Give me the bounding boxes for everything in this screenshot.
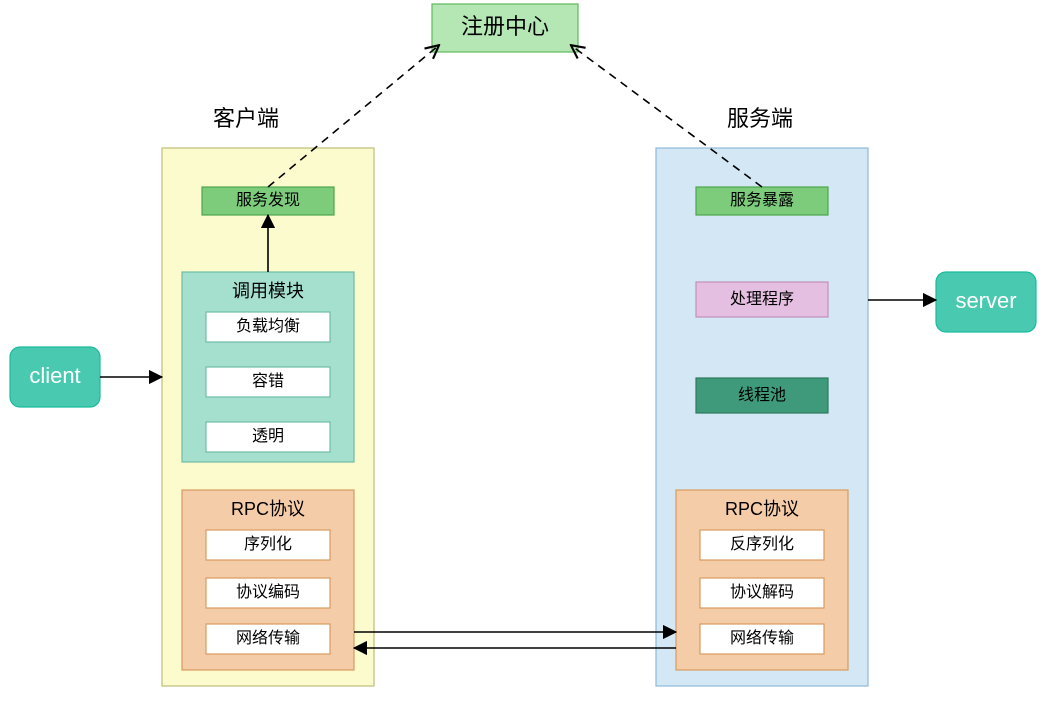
service-expose-label: 服务暴露 xyxy=(730,191,794,209)
server-node: server xyxy=(936,272,1036,332)
invoke-module-label: 调用模块 xyxy=(232,281,304,301)
rpc-right-label: RPC协议 xyxy=(725,499,799,519)
rpc-left-item-1: 协议编码 xyxy=(236,583,300,601)
rpc-right-item-1: 协议解码 xyxy=(730,583,794,601)
registry-node: 注册中心 xyxy=(432,4,578,52)
server-title: 服务端 xyxy=(727,106,793,131)
rpc-left: RPC协议 序列化 协议编码 网络传输 xyxy=(182,490,354,670)
rpc-right-item-2: 网络传输 xyxy=(730,628,794,647)
rpc-right-item-0: 反序列化 xyxy=(730,535,794,553)
invoke-item-1: 容错 xyxy=(252,372,284,390)
invoke-item-0: 负载均衡 xyxy=(236,317,300,335)
rpc-left-item-2: 网络传输 xyxy=(236,628,300,647)
server-panel: 服务暴露 处理程序 线程池 RPC协议 反序列化 协议解码 网络传输 xyxy=(656,148,868,686)
registry-label: 注册中心 xyxy=(461,14,549,39)
client-title: 客户端 xyxy=(213,106,279,131)
server-label: server xyxy=(955,288,1016,313)
service-discovery-label: 服务发现 xyxy=(236,191,300,209)
invoke-item-2: 透明 xyxy=(252,427,284,445)
invoke-module: 调用模块 负载均衡 容错 透明 xyxy=(182,272,354,462)
client-node: client xyxy=(10,347,100,407)
client-label: client xyxy=(29,363,80,388)
rpc-left-item-0: 序列化 xyxy=(244,535,292,553)
threadpool-label: 线程池 xyxy=(738,386,786,404)
rpc-right: RPC协议 反序列化 协议解码 网络传输 xyxy=(676,490,848,670)
rpc-left-label: RPC协议 xyxy=(231,499,305,519)
handler-label: 处理程序 xyxy=(730,290,794,308)
rpc-architecture-diagram: 注册中心 客户端 服务端 服务发现 调用模块 负载均衡 容错 透明 RPC协议 … xyxy=(0,0,1052,702)
